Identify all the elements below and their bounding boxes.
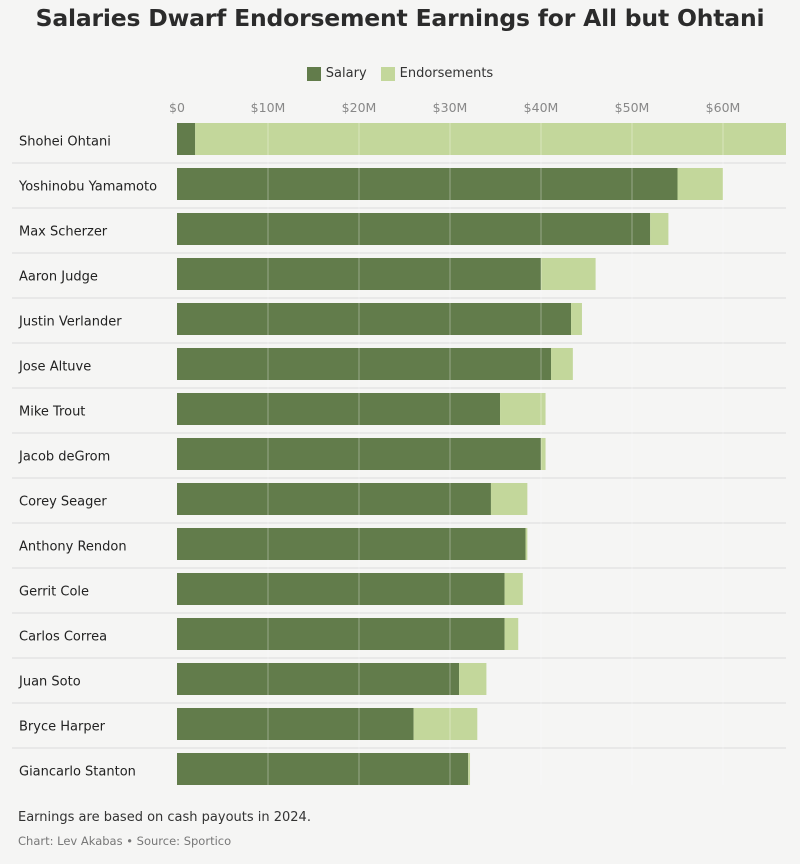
legend: Salary Endorsements xyxy=(0,66,800,81)
row-label: Gerrit Cole xyxy=(19,585,89,600)
row-label: Yoshinobu Yamamoto xyxy=(18,180,157,195)
bar-salary xyxy=(177,303,572,335)
row-label: Giancarlo Stanton xyxy=(19,765,136,780)
row-label: Shohei Ohtani xyxy=(19,135,111,150)
legend-swatch-salary xyxy=(306,66,321,81)
bar-endorsements xyxy=(541,438,546,470)
bar-salary xyxy=(177,528,526,560)
x-tick-label: $30M xyxy=(433,100,468,115)
bar-salary xyxy=(177,438,541,470)
bar-salary xyxy=(177,258,541,290)
bar-salary xyxy=(177,753,469,785)
row-label: Anthony Rendon xyxy=(19,540,127,555)
bar-salary xyxy=(177,573,505,605)
x-tick-label: $40M xyxy=(524,100,559,115)
row-label: Max Scherzer xyxy=(19,225,108,240)
row-label: Carlos Correa xyxy=(19,630,107,645)
legend-item-salary: Salary xyxy=(306,66,367,81)
credits: Chart: Lev Akabas • Source: Sportico xyxy=(18,834,232,848)
bar-endorsements xyxy=(490,483,528,515)
x-tick-label: $20M xyxy=(342,100,377,115)
bar-salary xyxy=(177,168,678,200)
row-label: Mike Trout xyxy=(19,405,85,420)
bar-endorsements xyxy=(525,528,528,560)
legend-label-salary: Salary xyxy=(325,66,367,81)
bar-endorsements xyxy=(195,123,786,155)
bar-salary xyxy=(177,618,505,650)
bar-endorsements xyxy=(650,213,669,245)
row-label: Justin Verlander xyxy=(18,315,122,330)
bar-endorsements xyxy=(413,708,478,740)
bar-endorsements xyxy=(459,663,487,695)
bar-salary xyxy=(177,348,552,380)
bar-endorsements xyxy=(677,168,723,200)
row-label: Juan Soto xyxy=(18,675,81,690)
bar-endorsements xyxy=(551,348,573,380)
bar-endorsements xyxy=(504,573,523,605)
row-label: Bryce Harper xyxy=(19,720,106,735)
bar-endorsements xyxy=(571,303,582,335)
x-tick-label: $60M xyxy=(706,100,741,115)
row-label: Jose Altuve xyxy=(18,360,91,375)
bar-salary xyxy=(177,123,196,155)
bar-salary xyxy=(177,393,501,425)
bar-endorsements xyxy=(504,618,519,650)
chart-title: Salaries Dwarf Endorsement Earnings for … xyxy=(35,4,765,32)
footnote: Earnings are based on cash payouts in 20… xyxy=(18,810,311,825)
x-tick-label: $0 xyxy=(169,100,185,115)
row-label: Corey Seager xyxy=(19,495,107,510)
bar-endorsements xyxy=(541,258,596,290)
bar-salary xyxy=(177,483,491,515)
bar-chart: $0 $10M $20M $30M $40M $50M $60M Shohei Ohtani Y… xyxy=(12,100,786,785)
legend-item-endorsements: Endorsements xyxy=(380,66,494,81)
legend-swatch-endorsements xyxy=(380,66,395,81)
bar-salary xyxy=(177,663,460,695)
row-label: Jacob deGrom xyxy=(18,450,110,465)
legend-label-endorsements: Endorsements xyxy=(399,66,494,81)
bar-salary xyxy=(177,213,651,245)
row-label: Aaron Judge xyxy=(19,270,98,285)
x-tick-label: $10M xyxy=(251,100,286,115)
x-tick-label: $50M xyxy=(615,100,650,115)
bar-endorsements xyxy=(468,753,471,785)
bar-endorsements xyxy=(500,393,546,425)
bar-salary xyxy=(177,708,414,740)
